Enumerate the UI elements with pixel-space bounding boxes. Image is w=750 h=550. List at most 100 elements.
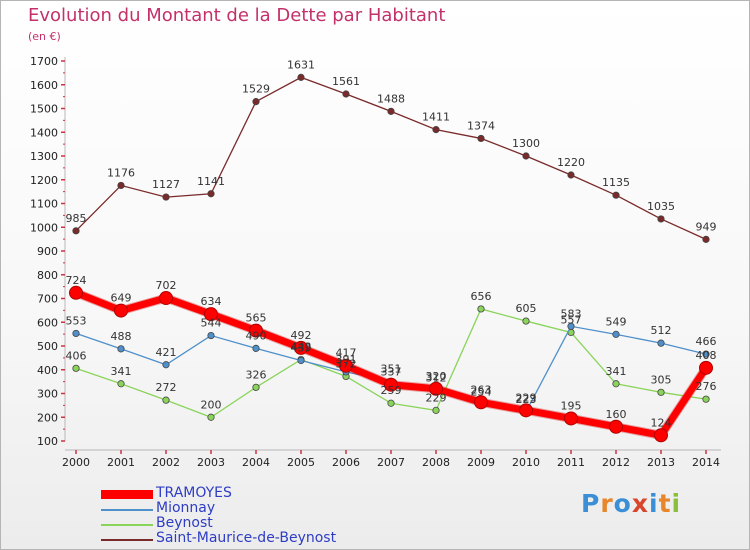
value-label-mionnay: 351: [381, 362, 402, 375]
legend-swatch-saint-maurice-de-beynost: [101, 532, 153, 547]
data-point-mionnay: [657, 339, 665, 347]
data-point-mionnay: [207, 331, 215, 340]
value-label-beynost: 259: [381, 384, 402, 397]
value-label-beynost: 272: [156, 381, 177, 394]
data-point-mionnay: [117, 345, 125, 353]
data-point-mionnay: [72, 329, 80, 338]
y-tick-label: 700: [37, 293, 58, 306]
legend-label-tramoyes: TRAMOYES: [156, 485, 232, 501]
y-tick-label: 1500: [30, 103, 58, 116]
value-label-tramoyes: 160: [606, 408, 627, 421]
value-label-saint-maurice-de-beynost: 1374: [467, 119, 495, 132]
data-point-tramoyes: [429, 381, 443, 396]
data-point-beynost: [72, 364, 80, 372]
value-label-beynost: 305: [651, 373, 672, 386]
y-tick-label: 900: [37, 245, 58, 258]
value-label-saint-maurice-de-beynost: 985: [66, 212, 87, 225]
value-label-tramoyes: 724: [66, 274, 87, 287]
data-point-saint-maurice-de-beynost: [432, 126, 440, 134]
value-label-saint-maurice-de-beynost: 1220: [557, 156, 585, 169]
value-label-mionnay: 512: [651, 324, 672, 337]
value-label-tramoyes: 229: [516, 391, 537, 404]
data-point-mionnay: [567, 322, 575, 330]
data-point-mionnay: [252, 344, 260, 352]
value-label-saint-maurice-de-beynost: 1127: [152, 178, 180, 191]
logo-letter: i: [649, 489, 659, 518]
value-label-mionnay: 421: [156, 346, 177, 359]
value-label-saint-maurice-de-beynost: 1631: [287, 58, 315, 71]
legend-swatch-mionnay: [101, 502, 153, 517]
value-label-mionnay: 439: [291, 341, 312, 354]
y-tick-label: 200: [37, 411, 58, 424]
data-point-beynost: [477, 305, 485, 313]
x-tick-label: 2001: [107, 456, 135, 469]
data-point-tramoyes: [564, 411, 578, 426]
value-label-beynost: 341: [111, 365, 132, 378]
logo-letter: r: [600, 489, 614, 518]
y-tick-label: 600: [37, 316, 58, 329]
value-label-beynost: 326: [246, 368, 267, 381]
data-point-mionnay: [162, 361, 170, 369]
value-label-tramoyes: 634: [201, 295, 222, 308]
data-point-tramoyes: [69, 285, 83, 300]
x-tick-label: 2002: [152, 456, 180, 469]
data-point-beynost: [702, 395, 710, 403]
data-point-saint-maurice-de-beynost: [702, 235, 710, 243]
value-label-saint-maurice-de-beynost: 1561: [332, 75, 360, 88]
value-label-beynost: 229: [426, 391, 447, 404]
value-label-mionnay: 549: [606, 315, 627, 328]
value-label-tramoyes: 195: [561, 399, 582, 412]
value-label-mionnay: 490: [246, 329, 267, 342]
value-label-mionnay: 312: [426, 372, 447, 385]
logo-letter: P: [581, 489, 601, 518]
value-label-tramoyes: 702: [156, 279, 177, 292]
value-label-beynost: 443: [291, 341, 312, 354]
data-point-saint-maurice-de-beynost: [612, 191, 620, 199]
data-point-beynost: [657, 388, 665, 396]
value-label-tramoyes: 565: [246, 312, 267, 325]
value-label-beynost: 200: [201, 398, 222, 411]
x-tick-label: 2013: [647, 456, 675, 469]
value-label-saint-maurice-de-beynost: 1035: [647, 200, 675, 213]
x-tick-label: 2000: [62, 456, 90, 469]
legend-label-saint-maurice-de-beynost: Saint-Maurice-de-Beynost: [156, 530, 337, 546]
data-point-mionnay: [702, 350, 710, 358]
x-tick-label: 2003: [197, 456, 225, 469]
value-label-saint-maurice-de-beynost: 1411: [422, 111, 450, 124]
y-tick-label: 1100: [30, 198, 58, 211]
value-label-mionnay: 488: [111, 330, 132, 343]
value-label-beynost: 341: [606, 365, 627, 378]
value-label-saint-maurice-de-beynost: 1141: [197, 175, 225, 188]
data-point-saint-maurice-de-beynost: [252, 98, 260, 106]
data-point-tramoyes: [609, 419, 623, 434]
value-label-beynost: 656: [471, 290, 492, 303]
data-point-tramoyes: [249, 323, 263, 338]
y-tick-label: 100: [37, 435, 58, 448]
value-label-beynost: 557: [561, 313, 582, 326]
data-point-beynost: [162, 396, 170, 404]
value-label-beynost: 372: [336, 357, 357, 370]
y-tick-label: 1400: [30, 126, 58, 139]
value-label-saint-maurice-de-beynost: 1300: [512, 137, 540, 150]
data-point-beynost: [432, 406, 440, 414]
data-point-tramoyes: [204, 307, 218, 322]
data-point-beynost: [612, 380, 620, 388]
value-label-tramoyes: 320: [426, 370, 447, 383]
data-point-tramoyes: [114, 303, 128, 318]
value-label-tramoyes: 417: [336, 347, 357, 360]
data-point-beynost: [252, 383, 260, 391]
x-tick-label: 2006: [332, 456, 360, 469]
value-label-mionnay: 254: [471, 385, 492, 398]
value-label-tramoyes: 408: [696, 349, 717, 362]
data-point-saint-maurice-de-beynost: [72, 227, 80, 235]
x-tick-label: 2004: [242, 456, 270, 469]
x-tick-label: 2005: [287, 456, 315, 469]
value-label-saint-maurice-de-beynost: 949: [696, 220, 717, 233]
x-tick-label: 2008: [422, 456, 450, 469]
data-point-beynost: [207, 413, 215, 421]
data-point-tramoyes: [699, 360, 713, 375]
data-point-saint-maurice-de-beynost: [207, 190, 215, 198]
data-point-tramoyes: [384, 377, 398, 392]
data-point-saint-maurice-de-beynost: [477, 134, 485, 143]
